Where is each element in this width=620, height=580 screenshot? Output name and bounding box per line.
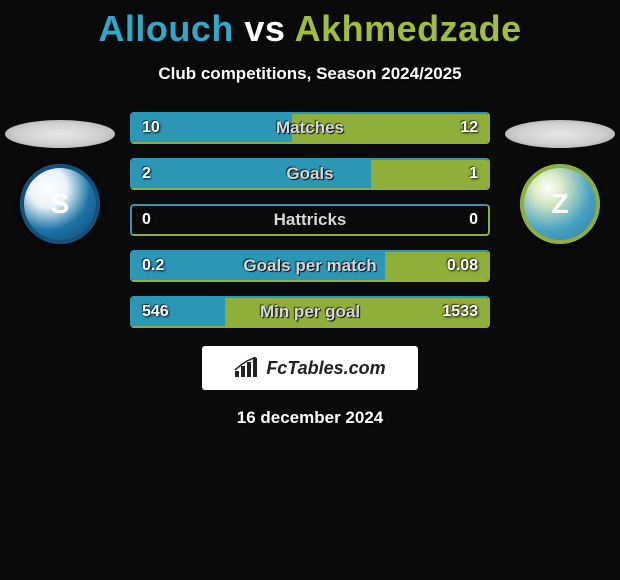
- stat-label: Goals: [286, 164, 333, 184]
- stat-value-right: 0: [469, 211, 478, 229]
- player-right-silhouette: [505, 120, 615, 148]
- club-badge-right: Z: [520, 164, 600, 244]
- player-left-column: S: [0, 112, 120, 244]
- stat-value-right: 12: [460, 119, 478, 137]
- stat-value-right: 0.08: [447, 257, 478, 275]
- comparison-stage: S Z 10 12 Matches 2 1 Goals 0 0 Hattricks 0.2 0.08…: [0, 112, 620, 428]
- title-vs: vs: [244, 8, 285, 49]
- stat-bars: 10 12 Matches 2 1 Goals 0 0 Hattricks 0.2 0.08 Goal…: [130, 112, 490, 328]
- stat-label: Min per goal: [260, 302, 360, 322]
- title-player1: Allouch: [98, 8, 234, 49]
- stat-label: Hattricks: [274, 210, 347, 230]
- stat-label: Goals per match: [243, 256, 376, 276]
- title-player2: Akhmedzade: [295, 8, 522, 49]
- stat-value-left: 10: [142, 119, 160, 137]
- comparison-title: Allouch vs Akhmedzade: [0, 8, 620, 50]
- comparison-date: 16 december 2024: [0, 408, 620, 428]
- player-left-silhouette: [5, 120, 115, 148]
- player-right-column: Z: [500, 112, 620, 244]
- branding-text: FcTables.com: [266, 358, 385, 379]
- club-badge-left: S: [20, 164, 100, 244]
- stat-bar: 2 1 Goals: [130, 158, 490, 190]
- stat-bar: 0 0 Hattricks: [130, 204, 490, 236]
- stat-value-left: 546: [142, 303, 169, 321]
- stat-bar: 10 12 Matches: [130, 112, 490, 144]
- stat-fill-left: [132, 160, 371, 188]
- stat-bar: 546 1533 Min per goal: [130, 296, 490, 328]
- stat-value-right: 1533: [442, 303, 478, 321]
- stat-label: Matches: [276, 118, 344, 138]
- club-badge-right-letter: Z: [551, 188, 568, 220]
- stat-value-left: 0: [142, 211, 151, 229]
- branding-box: FcTables.com: [202, 346, 418, 390]
- subtitle: Club competitions, Season 2024/2025: [0, 64, 620, 84]
- stat-bar: 0.2 0.08 Goals per match: [130, 250, 490, 282]
- club-badge-left-letter: S: [51, 188, 70, 220]
- stat-value-left: 2: [142, 165, 151, 183]
- stat-value-left: 0.2: [142, 257, 164, 275]
- stat-value-right: 1: [469, 165, 478, 183]
- bar-chart-icon: [234, 357, 260, 379]
